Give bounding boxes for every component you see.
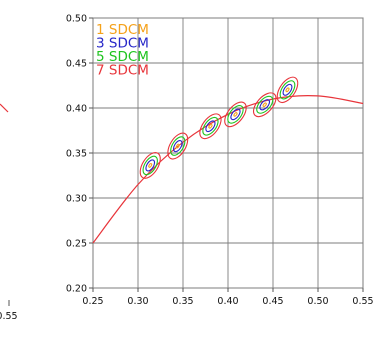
x-tick-label: 0.25 — [82, 296, 103, 307]
legend-entry: 5 SDCM — [96, 49, 149, 65]
x-axis-ticks: 0.25 0.30 0.35 0.40 0.45 0.50 0.55 — [82, 288, 374, 307]
y-tick-label: 0.50 — [66, 14, 87, 25]
left-chart-curve — [0, 103, 9, 113]
y-axis-ticks: 0.20 0.25 0.30 0.35 0.40 0.45 0.50 — [66, 14, 93, 295]
ellipse-1-sdcm — [175, 143, 180, 149]
ellipse-5-sdcm — [227, 105, 244, 124]
ellipse-3-sdcm — [145, 159, 156, 172]
x-tick-label: 0.45 — [262, 296, 283, 307]
y-tick-label: 0.35 — [66, 149, 87, 160]
ellipse-1-sdcm — [233, 112, 238, 117]
x-tick-label: 0.55 — [352, 296, 373, 307]
ellipse-3-sdcm — [259, 99, 271, 111]
x-tick-label: 0.40 — [217, 296, 238, 307]
ellipse-5-sdcm — [202, 116, 219, 136]
ellipse-7-sdcm — [199, 113, 222, 140]
ellipse-7-sdcm — [139, 152, 161, 179]
locus-curve — [92, 94, 364, 244]
ellipse-3-sdcm — [282, 83, 293, 96]
ellipse-1-sdcm — [208, 123, 213, 129]
ellipses — [139, 76, 299, 179]
ellipse-7-sdcm — [276, 76, 299, 104]
ellipse-1-sdcm — [285, 87, 290, 93]
ellipse-7-sdcm — [224, 101, 247, 128]
x-tick-label: 0.35 — [172, 296, 193, 307]
ellipse-5-sdcm — [279, 80, 296, 100]
y-tick-label: 0.40 — [66, 104, 87, 115]
y-tick-label: 0.25 — [66, 239, 87, 250]
ellipse-1-sdcm — [262, 102, 267, 108]
left-chart-partial: 0.55 — [0, 103, 18, 322]
legend-entry: 7 SDCM — [96, 63, 149, 79]
ellipse-5-sdcm — [170, 136, 186, 156]
y-tick-label: 0.45 — [66, 59, 87, 70]
left-chart-x-tick-label: 0.55 — [0, 311, 18, 322]
x-tick-label: 0.30 — [127, 296, 148, 307]
y-tick-label: 0.30 — [66, 194, 87, 205]
legend-entry: 3 SDCM — [96, 36, 149, 52]
legend-entry: 1 SDCM — [96, 22, 149, 38]
ellipse-5-sdcm — [142, 155, 158, 176]
x-tick-label: 0.50 — [307, 296, 328, 307]
ellipse-3-sdcm — [205, 120, 216, 133]
ellipse-3-sdcm — [172, 139, 183, 153]
ellipse-7-sdcm — [167, 132, 189, 160]
ellipse-3-sdcm — [230, 108, 241, 121]
ellipse-1-sdcm — [148, 163, 153, 168]
y-tick-label: 0.20 — [66, 284, 87, 295]
ellipse-7-sdcm — [252, 92, 277, 118]
ellipse-5-sdcm — [256, 95, 274, 114]
main-chart: 0.25 0.30 0.35 0.40 0.45 0.50 0.55 0.200.250.3… — [66, 14, 374, 308]
